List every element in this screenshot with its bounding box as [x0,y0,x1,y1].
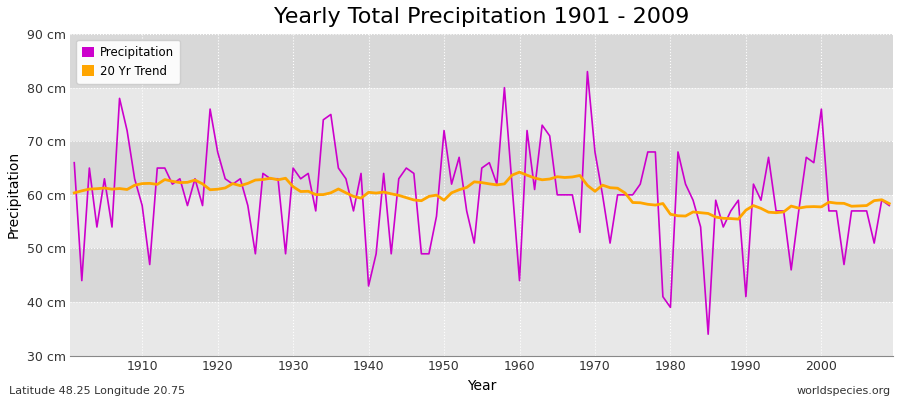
Bar [70,88,893,141]
Title: Yearly Total Precipitation 1901 - 2009: Yearly Total Precipitation 1901 - 2009 [274,7,689,27]
Bar [70,195,893,248]
Legend: Precipitation, 20 Yr Trend: Precipitation, 20 Yr Trend [76,40,180,84]
X-axis label: Year: Year [467,379,497,393]
Bar [70,302,893,356]
Bar [70,141,893,195]
Y-axis label: Precipitation: Precipitation [7,151,21,238]
Text: worldspecies.org: worldspecies.org [796,386,891,396]
Bar [70,248,893,302]
Bar [70,34,893,88]
Text: Latitude 48.25 Longitude 20.75: Latitude 48.25 Longitude 20.75 [9,386,185,396]
